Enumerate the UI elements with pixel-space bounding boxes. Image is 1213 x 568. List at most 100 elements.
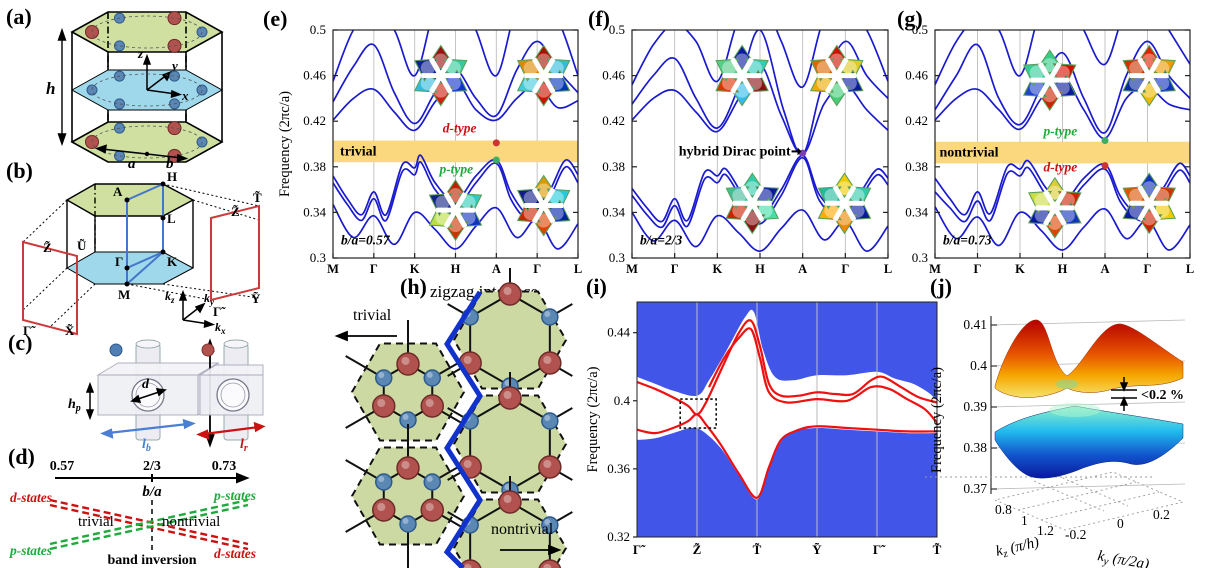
red-atom bbox=[85, 135, 99, 149]
unit-cell-hexagon bbox=[452, 394, 568, 494]
blue-atom bbox=[423, 369, 441, 387]
zigzag-interface-line bbox=[443, 290, 483, 568]
p-type-label: p-type bbox=[438, 162, 473, 177]
blue-atom bbox=[541, 516, 559, 534]
p-states-line bbox=[49, 498, 249, 551]
panel-f-band-structure: 0.5 0.46 0.42 0.38 0.34 0.3M Γ K H A Γ Lb/a=2/3 hybr… bbox=[602, 22, 892, 276]
blue-atom bbox=[375, 369, 393, 387]
upper-dirac-surface bbox=[994, 319, 1184, 398]
nontrivial-arrow bbox=[500, 544, 562, 556]
kz-axis-title: kz (π/h) bbox=[994, 534, 1041, 561]
j-ytick-041: 0.41 bbox=[963, 317, 987, 332]
d-type-label: d-type bbox=[1044, 159, 1078, 174]
mode-profile-inset bbox=[516, 174, 571, 237]
trivial-side-label: trivial bbox=[353, 307, 392, 324]
mode-profile-inset bbox=[817, 172, 872, 235]
xtick-label: T̃ bbox=[933, 542, 942, 557]
mode-profile-inset bbox=[809, 44, 864, 107]
pt-H: H bbox=[167, 169, 177, 184]
xtick-label: K bbox=[1015, 262, 1025, 276]
j-floor-grid bbox=[925, 471, 1185, 531]
bottom-face bbox=[70, 121, 224, 163]
y-axis-title: Frequency (2πc/a) bbox=[585, 366, 601, 472]
pt-U-tilde: Ũ bbox=[77, 238, 87, 253]
j-ytick-039: 0.39 bbox=[963, 399, 987, 414]
mode-profile-inset bbox=[1022, 49, 1077, 112]
red-atom bbox=[372, 394, 396, 418]
ytick-label: 0.34 bbox=[602, 204, 625, 219]
y-axis-label: y bbox=[170, 58, 178, 73]
atoms bbox=[85, 11, 208, 163]
pt-T-tilde-right: T̃ bbox=[253, 190, 262, 205]
ytick-label: 0.32 bbox=[607, 529, 630, 544]
ba-ratio-label: b/a=0.57 bbox=[341, 232, 391, 247]
parameter-axis bbox=[55, 472, 250, 484]
kz-tick-1: 1 bbox=[1021, 513, 1028, 528]
h-label: h bbox=[46, 79, 55, 98]
band-edge-dot bbox=[1101, 162, 1109, 170]
xtick-label: Γ̃ bbox=[633, 542, 646, 557]
xtick-label: M bbox=[929, 262, 941, 276]
red-atom bbox=[396, 456, 420, 480]
xtick-label: A bbox=[1100, 262, 1109, 276]
d-label: d bbox=[142, 377, 150, 392]
crossing-box bbox=[679, 398, 717, 429]
xyz-axes bbox=[142, 53, 183, 99]
unit-cell-hexagon bbox=[452, 290, 568, 390]
xtick-label: K bbox=[410, 262, 420, 276]
panel-label-e: (e) bbox=[263, 6, 288, 31]
ytick-label: 0.34 bbox=[303, 204, 326, 219]
band-gap-highlight bbox=[935, 141, 1190, 164]
saddle-highlight bbox=[1056, 379, 1078, 389]
panel-label-d: (d) bbox=[8, 444, 35, 469]
ky-tick-02: 0.2 bbox=[1153, 507, 1170, 522]
tick-073: 0.73 bbox=[212, 459, 237, 474]
xtick-label: Γ bbox=[974, 262, 982, 276]
xtick-label: K bbox=[712, 262, 722, 276]
red-atom bbox=[396, 352, 420, 376]
mode-profile-inset bbox=[1122, 172, 1177, 235]
panel-j-3d-surfaces: Frequency (2πc/a) 0.41 0.4 0.39 0.38 0.3… bbox=[925, 316, 1186, 568]
ytick-label: 0.3 bbox=[912, 250, 928, 265]
xtick-label: H bbox=[1058, 262, 1068, 276]
ytick-label: 0.34 bbox=[905, 204, 928, 219]
j-ytick-038: 0.38 bbox=[963, 440, 987, 455]
red-atom bbox=[538, 455, 562, 479]
mode-profile-inset bbox=[1028, 176, 1082, 239]
red-atom bbox=[458, 559, 482, 568]
red-atom bbox=[372, 498, 396, 522]
pt-X-tilde: X̃ bbox=[65, 323, 75, 338]
d-type-label: d-type bbox=[443, 121, 477, 136]
lower-dirac-surface bbox=[994, 405, 1184, 479]
j-ytick-037: 0.37 bbox=[963, 481, 987, 496]
red-atom bbox=[420, 394, 444, 418]
panel-label-i: (i) bbox=[586, 274, 607, 299]
trivial-region-label: trivial bbox=[340, 144, 377, 159]
panel-d-band-inversion: 0.57 2/3 0.73 b/a d-states p-states p-st… bbox=[9, 459, 256, 568]
ytick-label: 0.36 bbox=[607, 461, 630, 476]
d-arrow bbox=[130, 388, 167, 403]
pt-M: M bbox=[118, 287, 130, 302]
ytick-label: 0.38 bbox=[303, 159, 326, 174]
ky-tick-0: 0 bbox=[1117, 516, 1124, 531]
vector-a-label: a bbox=[128, 156, 136, 172]
ytick-label: 0.42 bbox=[303, 113, 326, 128]
band-inversion-label: band inversion bbox=[107, 553, 196, 568]
surface-bz-left bbox=[22, 240, 78, 336]
mode-profile-inset bbox=[413, 44, 468, 107]
pt-Z-tilde-left: Z̃ bbox=[43, 240, 52, 255]
d-states-right-label: d-states bbox=[214, 546, 256, 561]
ytick-label: 0.46 bbox=[905, 68, 928, 83]
blue-sphere-marker bbox=[109, 343, 123, 357]
pt-Gamma: Γ bbox=[115, 254, 123, 269]
ytick-label: 0.38 bbox=[602, 159, 625, 174]
xtick-label: Γ bbox=[370, 262, 378, 276]
hp-arrow bbox=[85, 381, 95, 421]
dome-highlight bbox=[1049, 403, 1101, 417]
panel-c-meta-atoms: d hp h/2 lb lr bbox=[68, 338, 266, 454]
xtick-label: A bbox=[798, 262, 807, 276]
mode-profile-inset bbox=[428, 179, 483, 242]
mode-profile-inset bbox=[1122, 44, 1177, 107]
lr-arrow bbox=[196, 421, 266, 440]
ytick-label: 0.46 bbox=[303, 68, 326, 83]
